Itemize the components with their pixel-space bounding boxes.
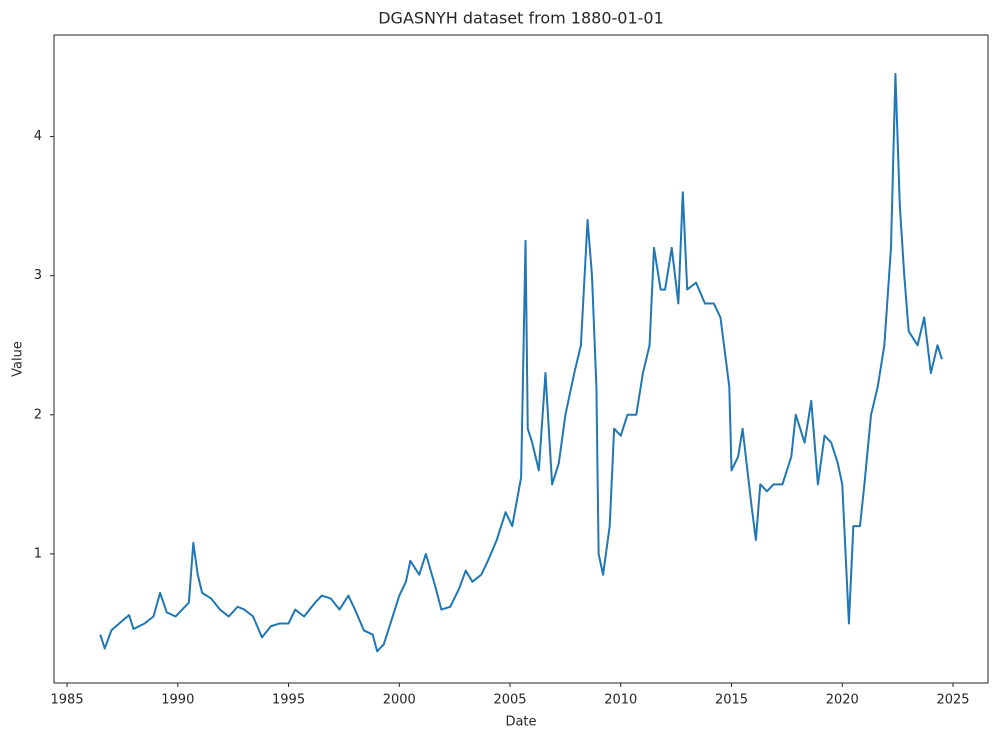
y-axis-label: Value [11,341,26,377]
line-series [99,72,943,653]
x-tick-label: 1985 [51,693,84,708]
x-tick-label: 2000 [383,693,416,708]
y-tick-label: 1 [34,546,42,561]
x-axis-label: Date [505,715,536,730]
x-tick-label: 2025 [936,693,969,708]
y-tick-label: 3 [34,268,42,283]
x-tick-label: 2020 [826,693,859,708]
x-tick-label: 2015 [715,693,748,708]
x-tick-label: 1995 [272,693,305,708]
chart-title: DGASNYH dataset from 1880-01-01 [378,9,664,28]
y-tick-label: 2 [34,407,42,422]
x-tick-label: 1990 [161,693,194,708]
plot-frame [53,34,989,684]
x-tick-label: 2005 [493,693,526,708]
x-tick-label: 2010 [604,693,637,708]
y-tick-label: 4 [34,129,42,144]
